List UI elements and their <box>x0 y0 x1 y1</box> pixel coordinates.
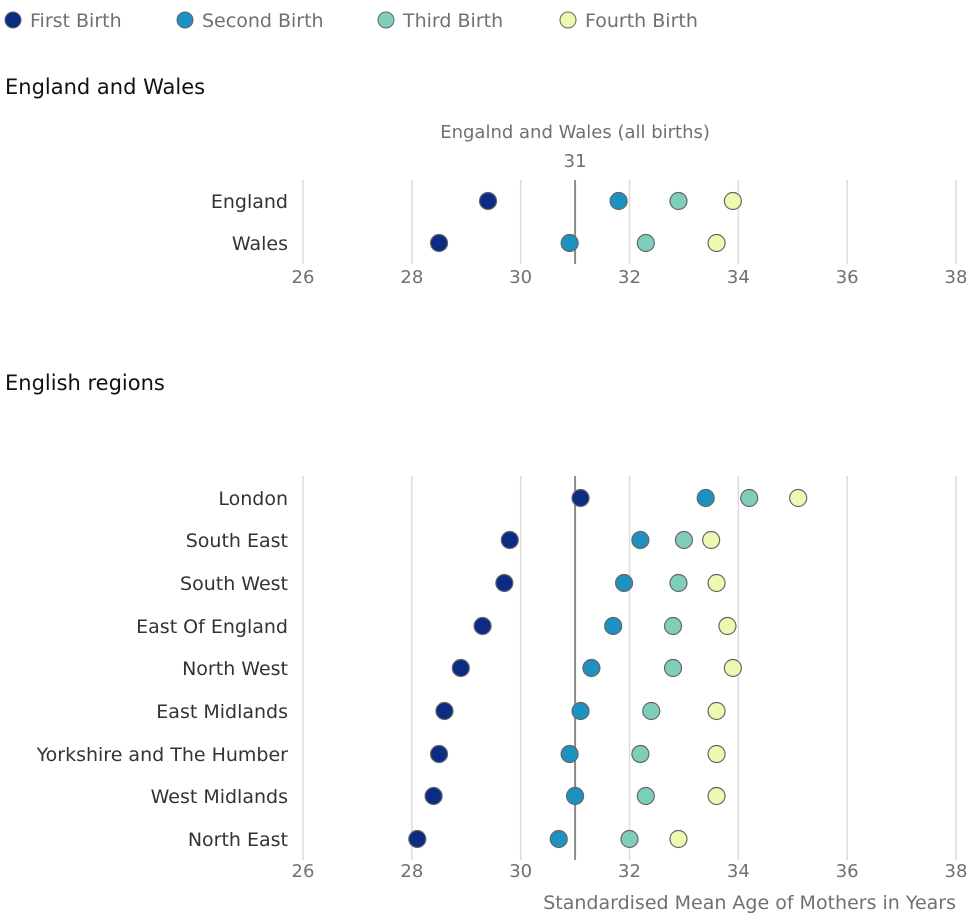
category-label: Yorkshire and The Humber <box>36 744 289 766</box>
legend-marker <box>559 11 577 29</box>
dot-first-birth <box>451 658 470 678</box>
reference-line-label: Engalnd and Wales (all births) <box>440 122 710 143</box>
category-label: East Of England <box>136 616 288 638</box>
dot-fourth-birth <box>707 786 726 806</box>
legend-marker <box>377 11 395 29</box>
dot-third-birth <box>740 488 759 508</box>
reference-line-value: 31 <box>564 151 587 172</box>
legend-label: Third Birth <box>402 10 503 32</box>
dot-third-birth <box>620 829 639 849</box>
dot-second-birth <box>604 616 623 636</box>
dot-first-birth <box>495 573 514 593</box>
dot-first-birth <box>429 233 449 253</box>
dot-third-birth <box>636 786 655 806</box>
dot-second-birth <box>696 488 715 508</box>
dot-fourth-birth <box>723 658 742 678</box>
dot-fourth-birth <box>669 829 688 849</box>
category-label: England <box>211 191 288 213</box>
x-tick-label: 26 <box>292 861 315 882</box>
dot-second-birth <box>549 829 568 849</box>
dot-first-birth <box>435 701 454 721</box>
dot-second-birth <box>609 191 628 211</box>
x-tick-label: 28 <box>400 267 423 288</box>
dot-fourth-birth <box>702 530 721 550</box>
dot-fourth-birth <box>789 488 808 508</box>
category-label: London <box>218 488 288 510</box>
legend-marker <box>4 11 22 29</box>
dot-first-birth <box>473 616 492 636</box>
x-axis-label: Standardised Mean Age of Mothers in Year… <box>543 892 956 914</box>
dot-second-birth <box>560 744 579 764</box>
category-label: North West <box>182 658 288 680</box>
section-title: England and Wales <box>5 75 205 99</box>
dot-second-birth <box>560 233 579 253</box>
x-tick-label: 34 <box>727 861 750 882</box>
category-label: East Midlands <box>156 701 288 723</box>
dot-third-birth <box>636 233 655 253</box>
legend-label: Second Birth <box>202 10 324 32</box>
dot-fourth-birth <box>707 744 726 764</box>
category-label: South West <box>180 573 288 595</box>
dot-second-birth <box>571 701 590 721</box>
dot-first-birth <box>429 744 449 764</box>
dot-third-birth <box>669 191 688 211</box>
x-tick-label: 32 <box>618 267 641 288</box>
dot-fourth-birth <box>707 701 726 721</box>
section-title: English regions <box>5 371 165 395</box>
legend-marker <box>176 11 194 29</box>
dot-first-birth <box>424 786 443 806</box>
dot-second-birth <box>614 573 634 593</box>
dot-third-birth <box>669 573 688 593</box>
dot-second-birth <box>582 658 601 678</box>
dot-third-birth <box>642 701 661 721</box>
x-tick-label: 38 <box>945 861 968 882</box>
x-tick-label: 26 <box>292 267 315 288</box>
x-tick-label: 38 <box>945 267 968 288</box>
x-tick-label: 30 <box>509 267 532 288</box>
dot-second-birth <box>565 786 585 806</box>
dot-first-birth <box>408 829 427 849</box>
x-tick-label: 28 <box>400 861 423 882</box>
dot-third-birth <box>663 616 683 636</box>
dot-first-birth <box>500 530 519 550</box>
dot-first-birth <box>571 488 590 508</box>
dot-third-birth <box>663 658 683 678</box>
category-label: South East <box>186 530 288 552</box>
dot-fourth-birth <box>718 616 737 636</box>
category-label: West Midlands <box>151 786 288 808</box>
dot-fourth-birth <box>707 573 726 593</box>
dot-fourth-birth <box>707 233 726 253</box>
legend-label: First Birth <box>30 10 122 32</box>
category-label: Wales <box>232 233 288 255</box>
x-tick-label: 34 <box>727 267 750 288</box>
x-tick-label: 30 <box>509 861 532 882</box>
legend-label: Fourth Birth <box>585 10 698 32</box>
x-tick-label: 36 <box>836 267 859 288</box>
x-tick-label: 36 <box>836 861 859 882</box>
dot-fourth-birth <box>723 191 742 211</box>
dot-second-birth <box>631 530 650 550</box>
dot-third-birth <box>631 744 650 764</box>
x-tick-label: 32 <box>618 861 641 882</box>
category-label: North East <box>188 829 288 851</box>
dot-first-birth <box>478 191 498 211</box>
dot-third-birth <box>674 530 694 550</box>
